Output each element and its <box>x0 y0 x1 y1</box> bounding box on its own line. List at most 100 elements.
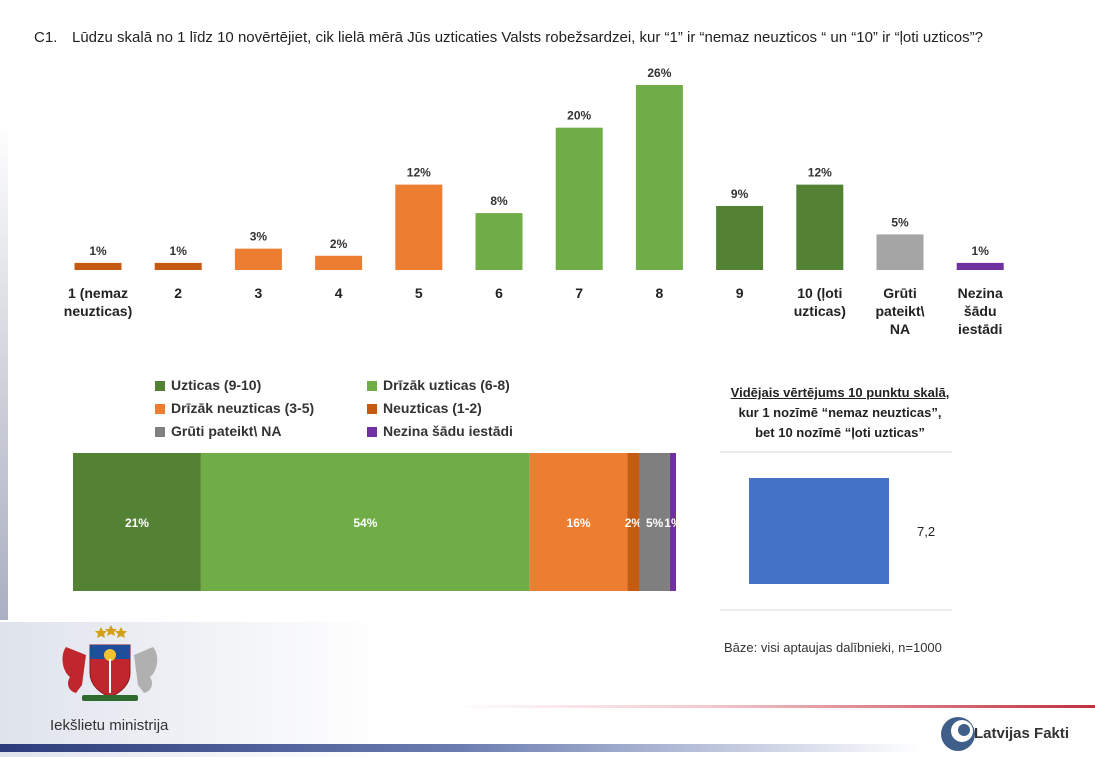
coat-of-arms-stars <box>95 625 127 638</box>
category-label-line: 9 <box>736 285 744 301</box>
brand-name: Latvijas Fakti <box>974 725 1070 742</box>
category-label-line: Nezina <box>958 285 1003 301</box>
category-label-1: 1 (nemaz neuzticas) <box>64 285 132 319</box>
legend-item-4: Neuzticas (1-2) <box>367 398 482 418</box>
average-title-line-2: kur 1 nozīmē “nemaz neuzticas”, <box>738 405 942 420</box>
legend-swatch <box>155 427 165 437</box>
category-label-line: 7 <box>575 285 583 301</box>
category-label-line: 8 <box>656 285 664 301</box>
stacked-segment-2 <box>200 453 530 591</box>
bar-5 <box>395 184 443 270</box>
question-id: C1. <box>34 29 58 46</box>
data-label-6: 8% <box>490 194 508 208</box>
category-label-line: 2 <box>174 285 182 301</box>
bar-6 <box>475 213 523 270</box>
data-label-8: 26% <box>647 66 671 80</box>
category-label-9: 9 <box>736 285 744 301</box>
category-label-line: 3 <box>255 285 263 301</box>
category-label-line: NA <box>890 321 910 337</box>
average-value-label: 7,2 <box>917 524 935 539</box>
category-label-line: uzticas) <box>794 303 846 319</box>
legend-item-5: Grūti pateikt\ NA <box>155 421 281 441</box>
decorative-left-edge <box>0 120 8 620</box>
decorative-red-line <box>450 705 1095 708</box>
legend-label: Nezina šādu iestādi <box>383 423 513 439</box>
legend-swatch <box>367 381 377 391</box>
stacked-segment-5 <box>639 453 670 591</box>
stacked-label-5: 5% <box>646 516 664 530</box>
legend-item-6: Nezina šādu iestādi <box>367 421 513 441</box>
category-label-2: 2 <box>174 285 182 301</box>
footer-band <box>0 622 1095 757</box>
stacked-label-2: 54% <box>353 516 377 530</box>
legend-item-1: Uzticas (9-10) <box>155 375 261 395</box>
legend-swatch <box>367 404 377 414</box>
category-label-12: Nezina šādu iestādi <box>958 285 1003 337</box>
bar-12 <box>956 262 1004 270</box>
base-note: Bāze: visi aptaujas dalībnieki, n=1000 <box>724 640 942 655</box>
stacked-label-6: 1% <box>664 516 682 530</box>
data-label-7: 20% <box>567 109 591 123</box>
bar-10 <box>796 184 844 270</box>
latvijas-fakti-logo <box>941 717 975 751</box>
question-text: Lūdzu skalā no 1 līdz 10 novērtējiet, ci… <box>72 29 983 46</box>
legend-label: Grūti pateikt\ NA <box>171 423 282 439</box>
category-label-line: pateikt\ <box>875 303 924 319</box>
legend-swatch <box>155 381 165 391</box>
data-label-3: 3% <box>250 230 268 244</box>
stacked-segment-3 <box>529 453 628 591</box>
category-label-line: 1 (nemaz <box>68 285 128 301</box>
stacked-label-3: 16% <box>567 516 591 530</box>
bar-1 <box>74 262 122 270</box>
stacked-label-1: 21% <box>125 516 149 530</box>
average-title-line-3: bet 10 nozīmē “ļoti uzticas” <box>755 425 925 440</box>
data-label-2: 1% <box>170 244 188 258</box>
bar-2 <box>154 262 202 270</box>
coat-of-arms-logo <box>62 625 158 701</box>
bar-3 <box>234 248 282 270</box>
coat-of-arms-lion <box>62 647 86 693</box>
category-label-line: 6 <box>495 285 503 301</box>
data-label-10: 12% <box>808 166 832 180</box>
stacked-segment-4 <box>627 453 640 591</box>
category-label-line: 5 <box>415 285 423 301</box>
data-label-9: 9% <box>731 187 749 201</box>
category-label-3: 3 <box>255 285 263 301</box>
stacked-segment-6 <box>669 453 676 591</box>
category-label-line: 4 <box>335 285 343 301</box>
category-label-line: iestādi <box>958 321 1002 337</box>
coat-of-arms-griffin <box>134 647 158 693</box>
average-bar <box>749 478 889 584</box>
category-label-10: 10 (ļoti uzticas) <box>794 285 846 319</box>
average-title-line-1: Vidējais vērtējums 10 punktu skalā, <box>730 385 950 400</box>
bar-8 <box>635 85 683 270</box>
category-label-6: 6 <box>495 285 503 301</box>
data-label-1: 1% <box>89 244 107 258</box>
legend-label: Drīzāk uzticas (6-8) <box>383 377 510 393</box>
data-label-11: 5% <box>891 215 909 229</box>
data-label-5: 12% <box>407 166 431 180</box>
legend-item-2: Drīzāk uzticas (6-8) <box>367 375 510 395</box>
ministry-name: Iekšlietu ministrija <box>50 717 169 734</box>
decorative-blue-line <box>0 744 920 752</box>
stacked-segment-1 <box>73 453 201 591</box>
data-label-4: 2% <box>330 237 348 251</box>
category-label-line: 10 (ļoti <box>797 285 842 301</box>
legend-label: Drīzāk neuzticas (3-5) <box>171 400 315 416</box>
category-label-8: 8 <box>656 285 664 301</box>
data-label-12: 1% <box>972 244 990 258</box>
legend-label: Neuzticas (1-2) <box>383 400 482 416</box>
legend-swatch <box>367 427 377 437</box>
category-label-4: 4 <box>335 285 343 301</box>
legend-item-3: Drīzāk neuzticas (3-5) <box>155 398 314 418</box>
category-label-line: Grūti <box>883 285 916 301</box>
bar-11 <box>876 234 924 270</box>
average-chart-title: Vidējais vērtējums 10 punktu skalā, kur … <box>715 383 965 443</box>
category-label-line: šādu <box>964 303 997 319</box>
bar-4 <box>315 255 363 270</box>
bar-7 <box>555 127 603 270</box>
category-label-5: 5 <box>415 285 423 301</box>
legend-label: Uzticas (9-10) <box>171 377 262 393</box>
category-label-11: Grūti pateikt\ NA <box>875 285 924 337</box>
